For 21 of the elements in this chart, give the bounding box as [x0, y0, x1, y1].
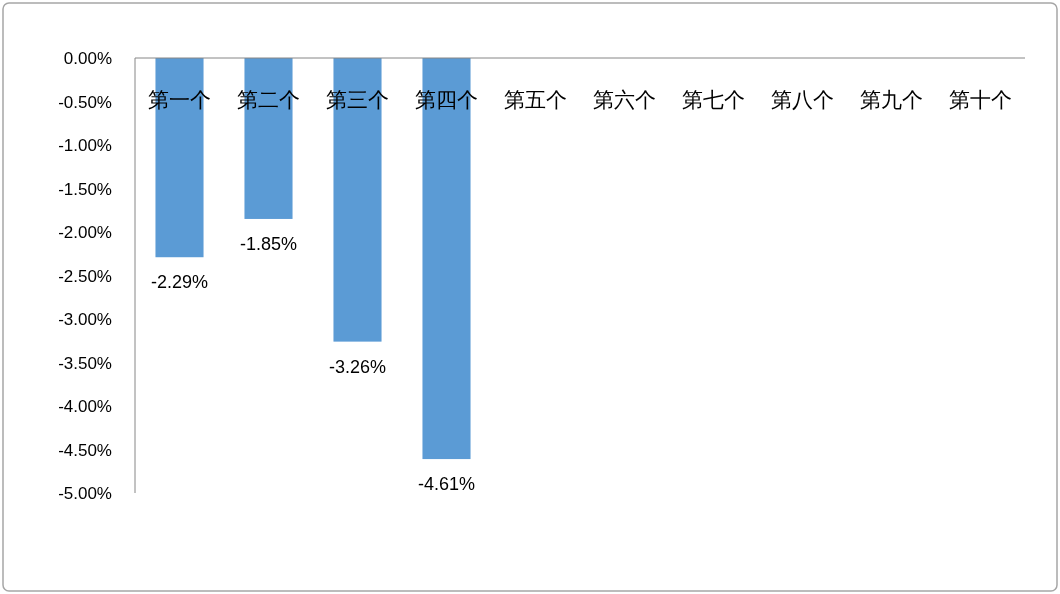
x-tick-label: 第六个 — [593, 88, 656, 111]
data-label: -4.61% — [417, 474, 476, 495]
y-tick-label: -5.00% — [58, 484, 112, 503]
data-label: -1.85% — [239, 233, 298, 254]
x-tick-label: 第七个 — [682, 88, 745, 111]
y-tick-label: -4.00% — [58, 397, 112, 416]
y-tick-label: -2.00% — [58, 223, 112, 242]
y-tick-label: -1.50% — [58, 179, 112, 199]
y-tick-label: -1.00% — [58, 136, 112, 155]
x-tick-label: 第十个 — [949, 88, 1012, 111]
y-tick-label: -0.50% — [58, 92, 112, 112]
x-tick-label: 第八个 — [771, 88, 834, 111]
y-tick-label: -3.50% — [58, 353, 112, 373]
data-label: -3.26% — [328, 356, 387, 377]
data-label: -2.29% — [150, 272, 209, 293]
y-tick-label: 0.00% — [63, 49, 112, 68]
x-tick-label: 第五个 — [504, 88, 567, 111]
x-tick-label: 第九个 — [860, 88, 923, 111]
y-tick-label: -3.00% — [58, 310, 112, 329]
y-tick-label: -2.50% — [58, 266, 112, 286]
y-tick-label: -4.50% — [58, 440, 112, 460]
